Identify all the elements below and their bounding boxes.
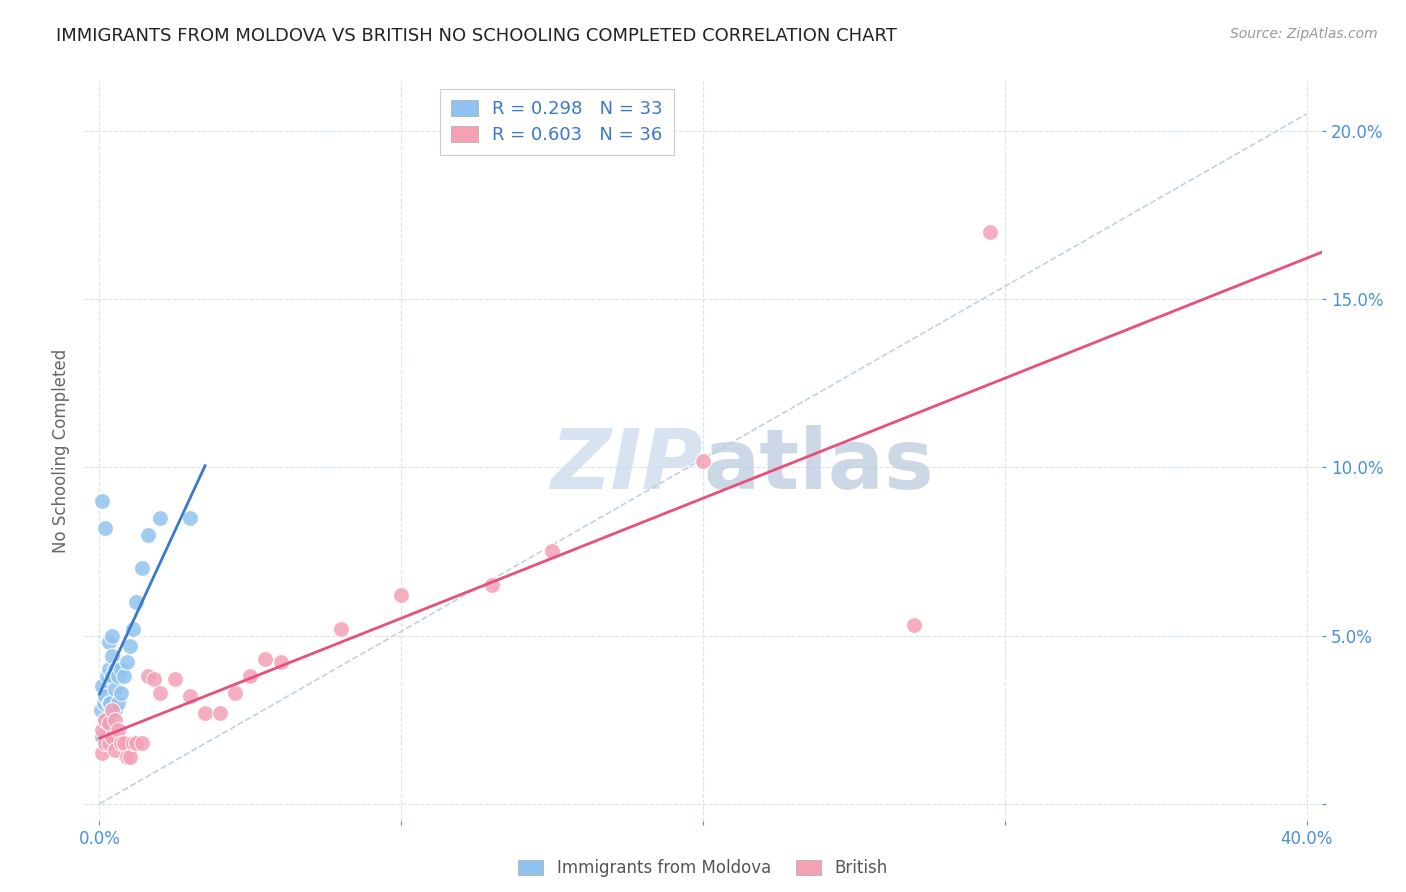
Point [107, 696, 129, 710]
Point [112, 669, 135, 683]
Point [121, 622, 143, 636]
Point [541, 544, 564, 558]
Legend: Immigrants from Moldova, British: Immigrants from Moldova, British [512, 853, 894, 884]
Point [112, 736, 135, 750]
Point [93, 696, 115, 710]
Text: ZIP: ZIP [550, 425, 703, 506]
Point [98, 696, 121, 710]
Point [179, 510, 201, 524]
Point [94, 713, 117, 727]
Point [97, 696, 120, 710]
Point [136, 669, 159, 683]
Point [110, 686, 132, 700]
Point [97, 716, 120, 731]
Point [115, 656, 138, 670]
Point [209, 706, 232, 720]
Point [121, 736, 143, 750]
Point [100, 669, 122, 683]
Point [103, 743, 125, 757]
Point [91, 730, 114, 744]
Point [254, 652, 277, 666]
Point [692, 453, 714, 467]
Point [90, 703, 112, 717]
Point [124, 736, 146, 750]
Point [979, 225, 1001, 239]
Point [163, 673, 186, 687]
Point [90, 679, 112, 693]
Legend: R = 0.298   N = 33, R = 0.603   N = 36: R = 0.298 N = 33, R = 0.603 N = 36 [440, 89, 673, 154]
Point [91, 747, 114, 761]
Point [100, 703, 122, 717]
Point [94, 736, 117, 750]
Point [118, 749, 141, 764]
Point [110, 736, 132, 750]
Point [100, 628, 122, 642]
Point [94, 689, 117, 703]
Point [329, 622, 352, 636]
Point [103, 703, 125, 717]
Point [94, 713, 117, 727]
Point [131, 736, 153, 750]
Point [107, 669, 129, 683]
Point [389, 588, 412, 602]
Point [270, 656, 292, 670]
Point [97, 635, 120, 649]
Point [179, 689, 201, 703]
Point [224, 686, 246, 700]
Point [91, 494, 114, 508]
Point [103, 682, 125, 697]
Point [100, 703, 122, 717]
Point [96, 669, 118, 683]
Point [97, 662, 120, 676]
Point [110, 662, 132, 676]
Text: IMMIGRANTS FROM MOLDOVA VS BRITISH NO SCHOOLING COMPLETED CORRELATION CHART: IMMIGRANTS FROM MOLDOVA VS BRITISH NO SC… [56, 27, 897, 45]
Text: atlas: atlas [703, 425, 934, 506]
Point [94, 521, 117, 535]
Point [142, 673, 165, 687]
Point [107, 723, 129, 737]
Point [239, 669, 262, 683]
Point [115, 749, 138, 764]
Point [194, 706, 217, 720]
Point [100, 730, 122, 744]
Text: Source: ZipAtlas.com: Source: ZipAtlas.com [1230, 27, 1378, 41]
Point [149, 510, 172, 524]
Point [100, 648, 122, 663]
Point [103, 662, 125, 676]
Point [149, 686, 172, 700]
Point [91, 723, 114, 737]
Point [131, 561, 153, 575]
Point [481, 578, 503, 592]
Point [124, 595, 146, 609]
Point [118, 639, 141, 653]
Y-axis label: No Schooling Completed: No Schooling Completed [52, 349, 70, 552]
Point [136, 527, 159, 541]
Point [103, 713, 125, 727]
Point [97, 736, 120, 750]
Point [903, 618, 925, 632]
